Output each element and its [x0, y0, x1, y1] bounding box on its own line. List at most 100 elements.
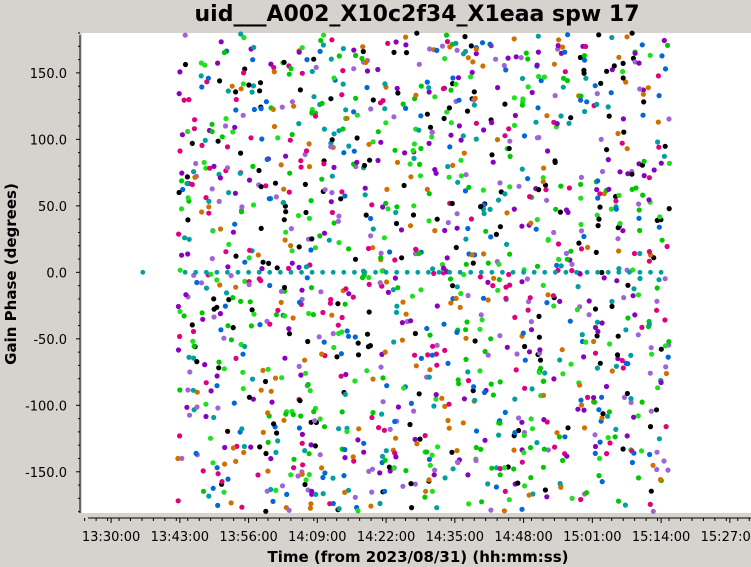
data-point	[598, 80, 604, 86]
data-point	[455, 377, 461, 383]
data-point	[360, 44, 366, 50]
data-point	[346, 291, 352, 297]
data-point	[263, 99, 269, 105]
data-point	[656, 436, 663, 442]
data-point	[251, 44, 257, 51]
data-point	[251, 311, 257, 317]
data-point	[472, 338, 478, 344]
data-point	[286, 331, 293, 337]
data-point	[594, 333, 600, 339]
data-point	[620, 228, 626, 234]
data-point	[478, 446, 484, 452]
data-point	[463, 172, 469, 178]
data-point	[329, 173, 335, 179]
data-point	[581, 67, 587, 73]
data-point	[379, 268, 385, 274]
data-point	[554, 430, 560, 436]
data-point	[497, 466, 503, 472]
data-point	[375, 129, 381, 135]
data-point	[558, 113, 564, 119]
data-point	[299, 440, 305, 446]
data-point	[552, 93, 558, 99]
data-point	[663, 424, 669, 430]
data-point	[391, 465, 397, 471]
data-point	[328, 56, 334, 62]
data-point	[216, 365, 222, 371]
data-point	[225, 264, 231, 270]
data-point	[345, 333, 352, 339]
data-point	[656, 144, 662, 150]
data-point	[218, 39, 224, 45]
data-point	[582, 108, 588, 115]
data-point	[361, 449, 367, 455]
reference-point	[563, 269, 569, 275]
data-point	[214, 465, 220, 471]
data-point	[177, 148, 183, 154]
data-point	[183, 292, 189, 298]
data-point	[340, 126, 346, 132]
data-point	[328, 296, 334, 303]
data-point	[426, 85, 432, 91]
data-point	[544, 419, 550, 425]
data-point	[331, 344, 337, 351]
data-point	[362, 185, 368, 191]
data-point	[411, 141, 417, 147]
data-point	[664, 243, 670, 250]
data-point	[535, 33, 541, 39]
data-point	[557, 357, 563, 363]
data-point	[190, 338, 196, 344]
data-point	[386, 464, 392, 470]
data-point	[206, 210, 212, 216]
data-point	[477, 368, 483, 374]
data-point	[426, 140, 432, 146]
data-point	[479, 40, 486, 46]
data-point	[558, 484, 564, 490]
data-point	[186, 236, 192, 242]
data-point	[465, 472, 471, 478]
data-point	[434, 216, 440, 222]
data-point	[470, 260, 476, 266]
data-point	[241, 35, 247, 41]
data-point	[655, 385, 661, 391]
data-point	[378, 139, 384, 145]
data-point	[505, 55, 511, 61]
data-point	[506, 145, 512, 152]
data-point	[482, 348, 488, 355]
data-point	[383, 120, 389, 126]
data-point	[494, 137, 501, 143]
reference-point	[584, 269, 590, 275]
data-point	[578, 174, 585, 180]
data-point	[382, 81, 388, 87]
data-point	[578, 246, 585, 252]
data-point	[458, 290, 464, 297]
data-point	[557, 209, 564, 215]
data-point	[393, 209, 399, 216]
data-point	[209, 121, 215, 127]
data-point	[555, 43, 561, 49]
data-point	[609, 298, 615, 305]
data-point	[594, 212, 600, 218]
data-point	[497, 224, 503, 230]
data-point	[210, 485, 216, 491]
data-point	[407, 161, 413, 167]
data-point	[425, 352, 431, 358]
data-point	[491, 275, 497, 281]
reference-point	[468, 269, 474, 275]
data-point	[515, 480, 521, 486]
data-point	[238, 298, 244, 304]
data-point	[533, 226, 539, 232]
data-point	[201, 159, 207, 166]
data-point	[639, 42, 645, 48]
data-point	[424, 449, 430, 455]
data-point	[412, 481, 418, 487]
reference-point	[616, 269, 622, 275]
data-point	[270, 498, 276, 504]
data-point	[493, 231, 499, 237]
data-point	[556, 37, 562, 43]
data-point	[454, 225, 460, 231]
data-point	[250, 202, 257, 208]
data-point	[594, 365, 601, 371]
x-axis-ticks: 13:30:00 13:43:00 13:56:00 14:09:00 14:22:00…	[82, 518, 751, 545]
data-point	[410, 212, 417, 218]
data-point	[569, 495, 575, 501]
